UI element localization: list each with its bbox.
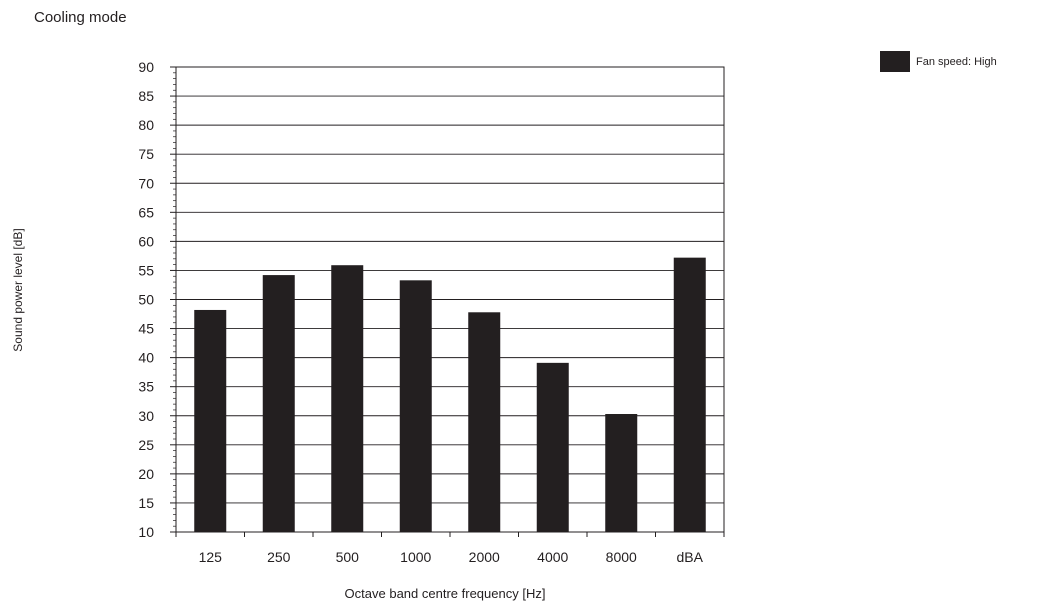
y-tick-label: 20	[138, 466, 154, 482]
bar-250	[262, 275, 295, 532]
y-tick-label: 25	[138, 437, 154, 453]
bar-500	[331, 265, 364, 532]
y-tick-label: 40	[138, 350, 154, 366]
y-tick-label: 30	[138, 408, 154, 424]
x-tick-label: 2000	[469, 549, 500, 565]
y-tick-label: 65	[138, 204, 154, 220]
y-tick-label: 85	[138, 88, 154, 104]
y-tick-label: 50	[138, 292, 154, 308]
y-tick-label: 55	[138, 262, 154, 278]
chart-title: Cooling mode	[34, 9, 127, 26]
legend-label: Fan speed: High	[916, 55, 997, 68]
y-tick-label: 60	[138, 233, 154, 249]
y-tick-label: 45	[138, 321, 154, 337]
y-tick-label: 10	[138, 524, 154, 540]
x-tick-label: dBA	[677, 549, 704, 565]
bar-8000	[605, 414, 638, 532]
bar-dBA	[673, 257, 706, 532]
legend-swatch	[880, 51, 910, 72]
bar-2000	[468, 312, 501, 532]
x-tick-label: 500	[336, 549, 360, 565]
legend: Fan speed: High	[880, 51, 997, 72]
y-tick-label: 15	[138, 495, 154, 511]
bar-125	[194, 309, 227, 532]
y-tick-label: 35	[138, 379, 154, 395]
y-tick-label: 90	[138, 59, 154, 75]
plot-frame	[175, 66, 725, 533]
y-tick-label: 70	[138, 175, 154, 191]
x-tick-label: 250	[267, 549, 291, 565]
bar-1000	[399, 280, 432, 532]
x-tick-label: 125	[199, 549, 223, 565]
y-tick-label: 80	[138, 117, 154, 133]
x-tick-label: 8000	[606, 549, 637, 565]
y-tick-label: 75	[138, 146, 154, 162]
bar-4000	[536, 362, 569, 532]
x-tick-label: 4000	[537, 549, 568, 565]
x-tick-label: 1000	[400, 549, 431, 565]
x-axis-label: Octave band centre frequency [Hz]	[344, 586, 546, 601]
